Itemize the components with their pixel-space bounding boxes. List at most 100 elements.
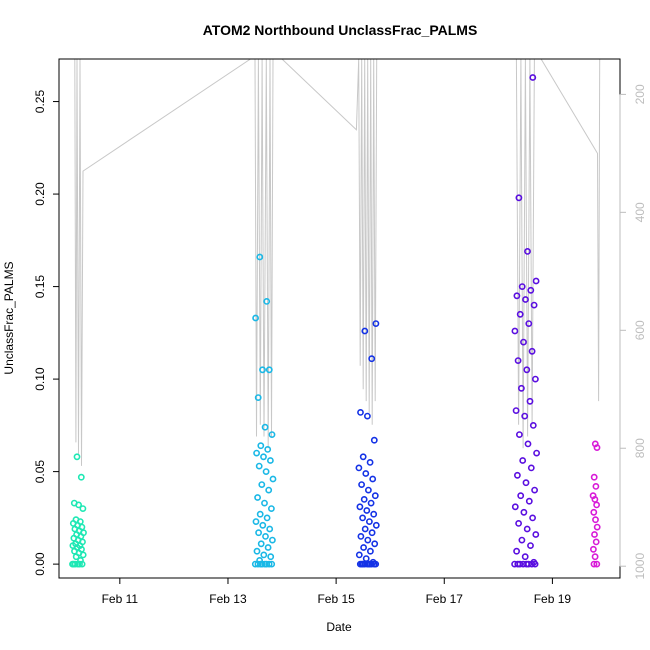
data-point bbox=[260, 453, 267, 461]
data-point bbox=[590, 473, 598, 481]
data-point bbox=[265, 366, 273, 374]
data-point bbox=[256, 510, 264, 518]
data-point bbox=[531, 486, 538, 494]
right-tick-label: 600 bbox=[633, 320, 647, 340]
data-point bbox=[524, 440, 532, 448]
data-point bbox=[252, 518, 260, 525]
data-point bbox=[517, 492, 525, 500]
data-point bbox=[525, 497, 533, 505]
data-point bbox=[532, 531, 540, 538]
data-point bbox=[72, 516, 80, 524]
data-point bbox=[253, 449, 260, 457]
data-point bbox=[369, 558, 377, 566]
data-point bbox=[366, 458, 374, 466]
data-point bbox=[592, 482, 600, 490]
data-point bbox=[590, 508, 598, 516]
data-point bbox=[521, 553, 529, 561]
data-point bbox=[368, 355, 376, 363]
data-point bbox=[591, 553, 599, 561]
data-point bbox=[362, 470, 370, 477]
data-point bbox=[372, 521, 380, 529]
data-point bbox=[358, 560, 366, 568]
data-point bbox=[355, 464, 363, 472]
data-point bbox=[514, 471, 521, 479]
data-point bbox=[528, 347, 536, 355]
data-point bbox=[518, 536, 526, 544]
data-point bbox=[514, 357, 522, 364]
data-point bbox=[70, 499, 78, 507]
right-tick-label: 1000 bbox=[633, 553, 647, 580]
data-point bbox=[593, 523, 601, 531]
data-point bbox=[516, 431, 523, 438]
data-point bbox=[512, 407, 520, 414]
data-point bbox=[254, 394, 262, 401]
data-point bbox=[589, 492, 597, 500]
y-axis-label: UnclassFrac_PALMS bbox=[2, 261, 16, 374]
data-point bbox=[518, 283, 526, 290]
y-tick-label: 0.10 bbox=[33, 367, 47, 391]
altitude-trace-layer bbox=[74, 59, 601, 466]
data-point bbox=[259, 366, 266, 374]
data-point-layer bbox=[69, 74, 601, 568]
data-point bbox=[253, 547, 261, 555]
data-point bbox=[513, 547, 520, 555]
data-point bbox=[269, 475, 277, 483]
data-point bbox=[522, 296, 529, 303]
data-point bbox=[73, 453, 81, 461]
data-point bbox=[258, 481, 266, 488]
data-point bbox=[521, 412, 529, 420]
data-point bbox=[359, 514, 366, 522]
data-point bbox=[255, 462, 263, 470]
data-point bbox=[369, 475, 377, 483]
data-point bbox=[530, 301, 538, 309]
data-point bbox=[527, 464, 535, 472]
data-point bbox=[257, 442, 265, 450]
data-point bbox=[251, 560, 259, 568]
data-point bbox=[522, 479, 530, 487]
data-point bbox=[263, 297, 271, 305]
data-point bbox=[372, 320, 380, 327]
data-point bbox=[356, 503, 364, 511]
data-point bbox=[590, 545, 597, 553]
data-point bbox=[267, 505, 275, 512]
data-point bbox=[368, 529, 376, 537]
data-point bbox=[371, 540, 379, 548]
x-axis: Feb 11 Feb 13 Feb 15 Feb 17 Feb 19 bbox=[102, 577, 571, 606]
x-axis-label: Date bbox=[326, 620, 352, 634]
data-point bbox=[77, 557, 84, 564]
y-axis: 0.00 0.05 0.10 0.15 0.20 0.25 bbox=[33, 90, 60, 576]
data-point bbox=[264, 544, 272, 551]
data-point bbox=[256, 557, 263, 564]
data-point bbox=[357, 408, 364, 416]
data-point bbox=[358, 481, 365, 488]
data-point bbox=[525, 320, 533, 327]
data-point bbox=[267, 553, 275, 561]
data-point bbox=[519, 457, 527, 464]
data-point bbox=[263, 560, 270, 568]
data-point bbox=[529, 74, 537, 81]
data-point bbox=[533, 449, 540, 457]
data-point bbox=[532, 277, 540, 285]
data-point bbox=[262, 468, 270, 475]
data-point bbox=[529, 421, 537, 429]
data-point bbox=[268, 431, 276, 438]
data-point bbox=[532, 375, 539, 383]
data-point bbox=[513, 292, 521, 300]
data-point bbox=[520, 508, 528, 516]
x-tick-label: Feb 15 bbox=[317, 592, 355, 606]
data-point bbox=[527, 542, 534, 549]
data-point bbox=[370, 436, 378, 444]
data-point bbox=[255, 529, 262, 537]
data-point bbox=[257, 540, 265, 548]
y-tick-label: 0.20 bbox=[33, 182, 47, 206]
data-point bbox=[264, 445, 272, 453]
data-point bbox=[526, 397, 534, 405]
data-point bbox=[529, 514, 536, 522]
right-axis: 200 400 600 800 1000 bbox=[619, 84, 647, 580]
data-point bbox=[371, 492, 379, 500]
data-point bbox=[370, 510, 378, 518]
data-point bbox=[361, 525, 369, 533]
data-point bbox=[266, 525, 274, 533]
data-point bbox=[263, 514, 271, 522]
right-tick-label: 400 bbox=[633, 202, 647, 222]
